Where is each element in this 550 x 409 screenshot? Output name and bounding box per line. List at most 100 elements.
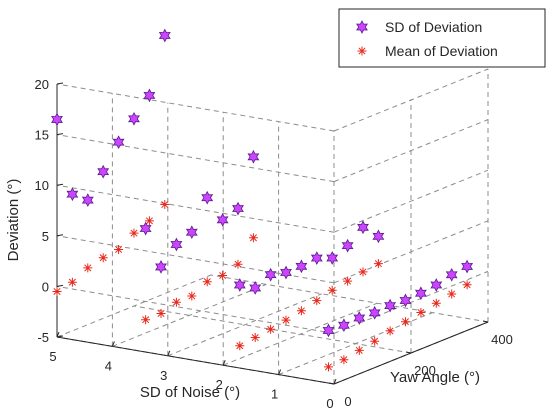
y-tick-label: 400 [491,332,513,347]
sd-deviation-point [233,278,246,292]
grid-line-floor [112,283,267,347]
y-tick-mark [328,382,335,385]
x-tick-label: 1 [271,387,278,402]
sd-deviation-point [128,111,140,126]
grid-line-floor [133,305,412,354]
x-tick-label: 3 [160,368,167,383]
grid-line-back-wall [333,169,489,233]
z-tick-mark [56,234,64,237]
mean-deviation-point [447,289,457,299]
y-tick-mark [482,320,489,323]
sd-deviation-point [249,281,262,295]
mean-deviation-point [266,324,276,334]
x-axis-line [56,336,335,385]
grid-line-left-wall [56,134,335,183]
mean-deviation-point [144,216,154,226]
mean-deviation-point [312,296,322,306]
sd-deviation-point [97,164,110,179]
sd-deviation-point [139,221,152,236]
grid-lines [56,68,489,385]
mean-deviation-point [248,233,258,243]
mean-deviation-point [187,291,197,301]
sd-deviation-point [201,190,214,205]
z-tick-mark [56,183,64,186]
z-tick-label: 20 [35,77,49,92]
sd-deviation-point [264,267,277,282]
x-tick-mark [278,369,282,375]
sd-deviation-point [232,201,244,216]
mean-deviation-point [250,333,260,342]
legend-marker-mean [357,46,367,56]
mean-deviation-point [141,315,151,325]
z-tick-label: 10 [35,178,49,193]
x-tick-label: 5 [49,349,56,364]
mean-deviation-point [370,336,380,346]
x-tick-mark [56,331,60,338]
sd-deviation-point [216,212,229,227]
mean-deviation-point [156,309,166,318]
sd-deviation-point [357,220,369,235]
sd-deviation-point [51,112,63,127]
grid-line-floor [210,274,489,323]
mean-deviation-point [67,277,77,287]
sd-deviation-point [280,265,292,280]
mean-deviation-point [171,297,181,307]
z-tick-label: 0 [42,279,49,294]
grid-line-left-wall [56,83,335,132]
legend-box [338,8,546,68]
mean-deviation-point [52,287,62,296]
mean-deviation-point [339,355,349,365]
sd-deviation-point [81,193,94,207]
mean-deviation-point [416,308,426,317]
sd-deviation-point [337,318,350,333]
mean-deviation-point [235,341,245,351]
sd-deviation-point [326,251,339,265]
sd-deviation-point [322,323,335,338]
sd-deviation-point [143,88,156,103]
sd-deviation-point [158,28,171,43]
y-axis-label: Yaw Angle (°) [390,369,480,386]
mean-deviation-point [462,280,472,290]
x-tick-label: 4 [105,358,112,373]
mean-deviation-point [327,285,337,295]
mean-deviation-point [354,345,364,355]
mean-deviation-point [296,306,306,316]
mean-deviation-point [358,267,368,277]
sd-deviation-point [384,298,397,313]
sd-deviation-point [372,229,385,244]
grid-line-back-wall [333,119,489,183]
grid-line-left-wall [56,184,335,233]
mean-deviation-point [129,228,139,238]
sd-deviation-point [430,278,443,292]
x-axis-label: SD of Noise (°) [140,384,240,401]
legend-label-sd: SD of Deviation [385,19,482,35]
sd-deviation-point [445,267,458,282]
mean-deviation-point [83,263,93,273]
sd-deviation-point [185,225,198,240]
z-tick-mark [56,335,64,338]
mean-deviation-point [202,277,212,287]
legend-marker-sd [356,20,368,34]
sd-deviation-point [66,187,79,202]
y-tick-label: 0 [344,394,351,409]
sd-deviation-point [310,251,323,265]
mean-deviation-point [114,245,124,254]
sd-deviation-point [170,237,183,252]
mean-deviation-point [218,271,228,280]
mean-deviation-point [385,326,395,336]
x-tick-label: 2 [216,377,223,392]
sd-deviation-point [461,259,474,274]
mean-deviation-point [233,259,243,269]
z-tick-mark [56,284,64,287]
mean-deviation-point [401,317,410,327]
z-tick-mark [56,133,64,136]
x-tick-mark [111,341,115,347]
grid-line-floor [167,293,322,357]
data-points [51,28,474,372]
mean-deviation-point [281,315,291,325]
grid-line-left-wall [56,285,335,334]
grid-line-back-wall [333,220,489,284]
z-axis-label: Deviation (°) [5,179,22,262]
